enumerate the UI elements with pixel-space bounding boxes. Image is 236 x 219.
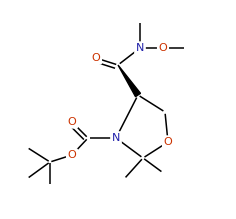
Text: O: O [159, 43, 167, 53]
Text: N: N [112, 133, 120, 143]
Text: O: O [92, 53, 100, 63]
Polygon shape [118, 65, 140, 97]
Text: N: N [136, 43, 144, 53]
Text: O: O [68, 150, 76, 160]
Text: O: O [164, 137, 172, 147]
Text: O: O [68, 117, 76, 127]
